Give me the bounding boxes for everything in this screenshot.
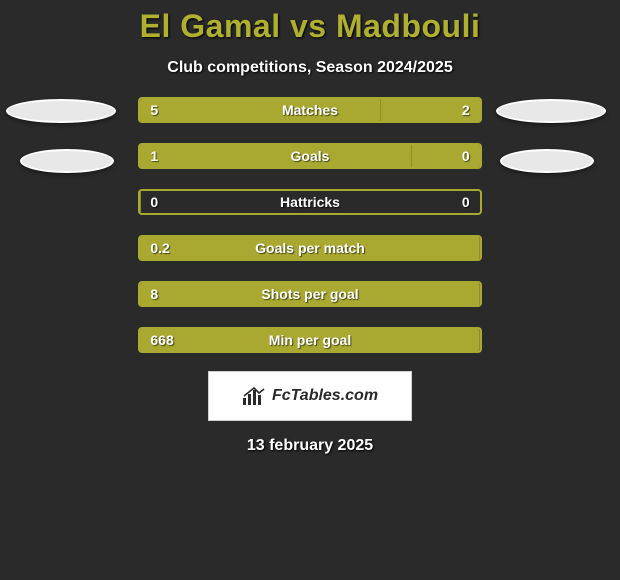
bar-left <box>140 191 141 213</box>
stat-row: 0.2Goals per match <box>138 235 481 261</box>
stat-row: 0Hattricks0 <box>138 189 481 215</box>
stat-label-layer: 0Hattricks0 <box>140 191 479 213</box>
source-logo: FcTables.com <box>208 371 412 421</box>
stats-area: 5Matches2 1Goals0 0Hattricks0 0.2Goals per … <box>0 97 620 353</box>
stat-value-left: 0 <box>150 194 186 210</box>
logo-text: FcTables.com <box>272 387 378 405</box>
stat-value-right: 0 <box>434 194 470 210</box>
right-emblems <box>496 97 614 173</box>
page-title: El Gamal vs Madbouli <box>0 8 620 45</box>
bar-left <box>140 283 479 305</box>
comparison-card: El Gamal vs Madbouli Club competitions, … <box>0 0 620 455</box>
bar-left <box>140 145 411 167</box>
bar-right <box>381 99 479 121</box>
subtitle: Club competitions, Season 2024/2025 <box>0 59 620 77</box>
player-emblem-left-2 <box>20 149 114 173</box>
chart-icon <box>242 386 266 406</box>
bar-left <box>140 329 479 351</box>
bar-right <box>412 145 480 167</box>
stat-name: Hattricks <box>186 194 433 210</box>
bar-left <box>140 99 381 121</box>
left-emblems <box>6 97 124 173</box>
stat-row: 668Min per goal <box>138 327 481 353</box>
stat-row: 8Shots per goal <box>138 281 481 307</box>
bar-left <box>140 237 479 259</box>
stat-row: 1Goals0 <box>138 143 481 169</box>
player-emblem-left-1 <box>6 99 116 123</box>
player-emblem-right-1 <box>496 99 606 123</box>
stat-bars: 5Matches2 1Goals0 0Hattricks0 0.2Goals per … <box>138 97 481 353</box>
stat-row: 5Matches2 <box>138 97 481 123</box>
player-emblem-right-2 <box>500 149 594 173</box>
date-label: 13 february 2025 <box>0 437 620 455</box>
